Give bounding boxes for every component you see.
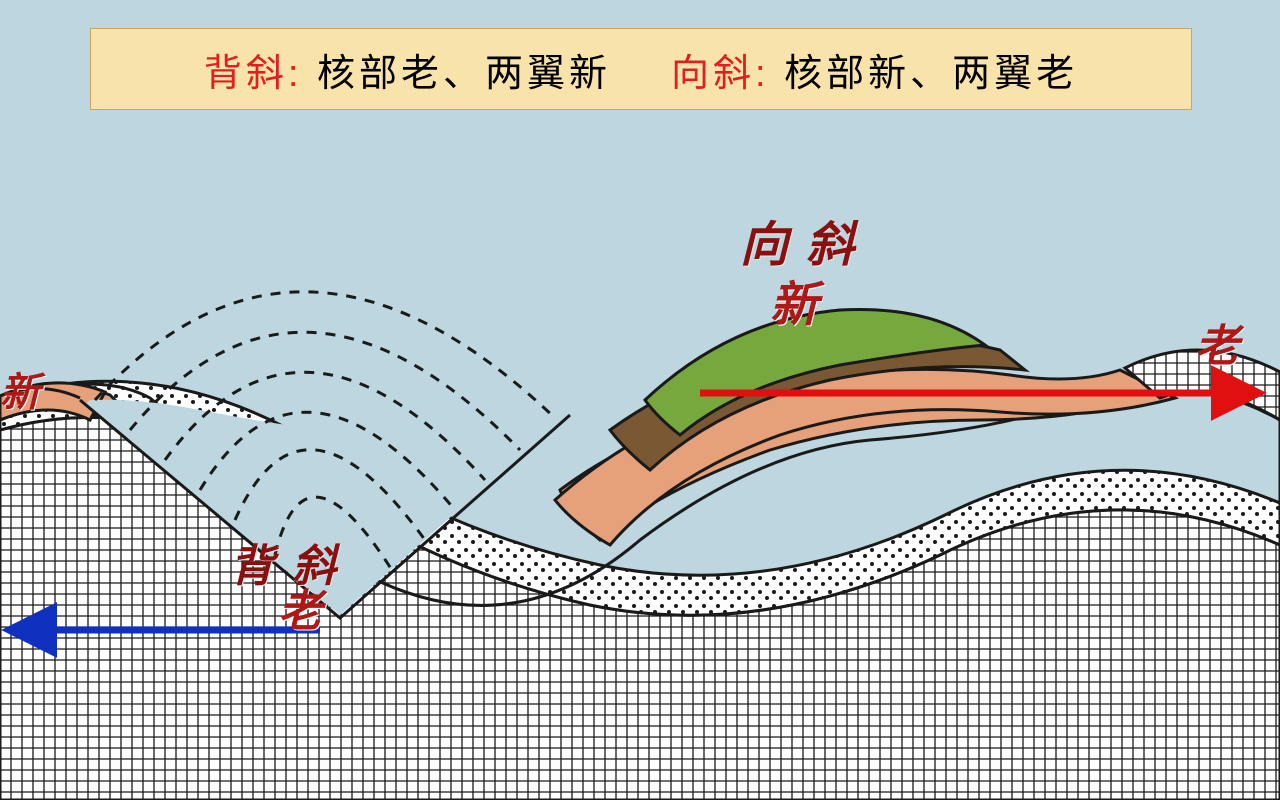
syncline-label: 向斜: [671, 53, 770, 95]
syncline-desc: 核部新、两翼老 [784, 53, 1078, 95]
label-lao-center: 老 [278, 575, 322, 639]
geology-diagram [0, 0, 1280, 800]
label-xin-left: 新 [0, 360, 40, 418]
title-anticline: 背斜: 核部老、两翼新 [204, 42, 611, 97]
label-xin-top: 新 [770, 265, 818, 335]
anticline-label: 背斜: [204, 53, 303, 95]
anticline-desc: 核部老、两翼新 [317, 53, 611, 95]
diagram-container: 背斜: 核部老、两翼新 向斜: 核部新、两翼老 新 背斜 老 向斜 新 老 [0, 0, 1280, 800]
label-lao-right: 老 [1195, 310, 1239, 374]
title-syncline: 向斜: 核部新、两翼老 [671, 42, 1078, 97]
title-box: 背斜: 核部老、两翼新 向斜: 核部新、两翼老 [90, 28, 1192, 110]
